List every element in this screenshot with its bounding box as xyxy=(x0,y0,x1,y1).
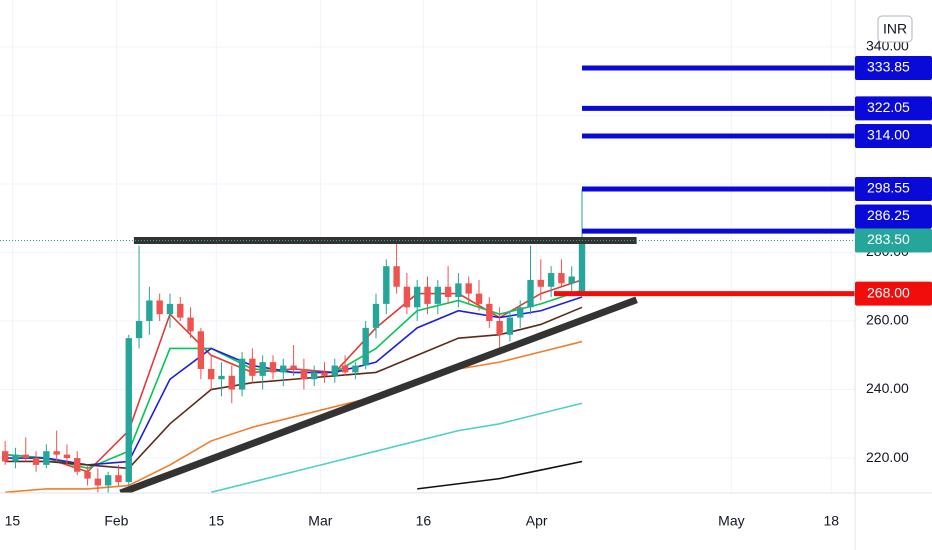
candle-body xyxy=(352,365,359,373)
candle-body xyxy=(475,293,483,304)
candle-body xyxy=(455,283,462,298)
candle-body xyxy=(414,286,421,308)
candle-body xyxy=(506,317,514,335)
candle-body xyxy=(547,273,555,287)
candle-body xyxy=(53,451,60,455)
candle-body xyxy=(135,321,143,339)
candle-body xyxy=(238,358,246,390)
x-tick-label: Feb xyxy=(104,513,128,529)
candle-body xyxy=(218,375,225,380)
moving-average xyxy=(5,296,583,466)
candle-body xyxy=(496,321,503,335)
candle-body xyxy=(434,286,441,304)
candle-body xyxy=(1,451,9,462)
x-tick-label: Mar xyxy=(308,513,332,529)
plot-area xyxy=(0,65,855,493)
candle-body xyxy=(249,358,256,376)
candle-body xyxy=(362,327,369,366)
x-tick-label: May xyxy=(718,513,744,529)
candle-body xyxy=(269,362,277,373)
candle-body xyxy=(146,300,153,322)
candle-body xyxy=(331,365,338,376)
grid xyxy=(0,0,855,493)
price-label: 333.85 xyxy=(867,59,910,75)
price-label-box xyxy=(855,56,932,81)
candle-body xyxy=(166,303,174,315)
price-label: 314.00 xyxy=(867,127,910,143)
x-tick-label: Apr xyxy=(526,513,548,529)
candle-body xyxy=(444,286,452,298)
candle-body xyxy=(63,454,71,459)
candle-body xyxy=(517,307,524,318)
candle-body xyxy=(228,375,235,390)
price-labels: 333.85 322.05 314.00 298.55 286.25 283.50 268.… xyxy=(855,56,932,306)
candle-body xyxy=(424,286,431,304)
moving-average xyxy=(210,402,583,493)
candle-body xyxy=(393,266,400,287)
candle-body xyxy=(84,471,91,479)
price-label-box xyxy=(855,96,932,121)
candle-body xyxy=(465,283,472,294)
candle-body xyxy=(280,365,287,373)
price-label: 286.25 xyxy=(867,207,910,223)
candle-body xyxy=(32,458,40,465)
candle-body xyxy=(187,317,194,332)
price-label-box xyxy=(855,228,932,253)
candle-body xyxy=(537,279,545,287)
candle-body xyxy=(527,279,534,308)
moving-average xyxy=(5,306,583,470)
candle-body xyxy=(486,303,493,322)
candle-body xyxy=(300,368,308,380)
x-tick-label: 15 xyxy=(5,513,21,529)
price-label-box xyxy=(855,124,932,149)
price-label: 298.55 xyxy=(867,180,910,196)
candle-body xyxy=(43,451,50,465)
candle-body xyxy=(403,286,411,308)
candle-body xyxy=(115,475,122,483)
candle-body xyxy=(290,365,297,369)
candle-body xyxy=(321,372,328,376)
candle-body xyxy=(177,303,184,318)
moving-average xyxy=(5,340,583,493)
x-tick-label: 16 xyxy=(416,513,432,529)
moving-average xyxy=(417,460,583,490)
x-tick-label: 18 xyxy=(824,513,840,529)
price-label-box xyxy=(855,204,932,229)
price-label: 322.05 xyxy=(867,99,910,115)
y-tick-label: 220.00 xyxy=(866,449,909,465)
price-label-box xyxy=(855,176,932,201)
candle-body xyxy=(22,454,29,459)
candle-body xyxy=(341,365,349,373)
candle-body xyxy=(578,240,586,294)
candle-body xyxy=(125,338,132,483)
y-tick-label: 240.00 xyxy=(866,380,909,396)
price-label-box xyxy=(855,281,932,306)
price-label: 268.00 xyxy=(867,284,910,300)
candle-body xyxy=(207,368,215,380)
candle-body xyxy=(74,458,81,472)
candle-body xyxy=(310,372,318,380)
candle-body xyxy=(197,331,205,369)
candle-body xyxy=(156,300,163,315)
currency: INR xyxy=(883,21,907,37)
candle-body xyxy=(372,303,380,328)
trend-line xyxy=(119,296,638,493)
candle-body xyxy=(568,276,575,284)
candle-body xyxy=(558,273,565,284)
currency-box[interactable] xyxy=(877,15,913,43)
candle-body xyxy=(259,362,266,376)
candle-body xyxy=(104,475,112,486)
candle-body xyxy=(12,454,19,462)
candle-body xyxy=(94,478,102,486)
candle-body xyxy=(383,266,390,304)
x-tick-label: 15 xyxy=(209,513,225,529)
price-label: 283.50 xyxy=(867,231,910,247)
y-tick-label: 260.00 xyxy=(866,312,909,328)
